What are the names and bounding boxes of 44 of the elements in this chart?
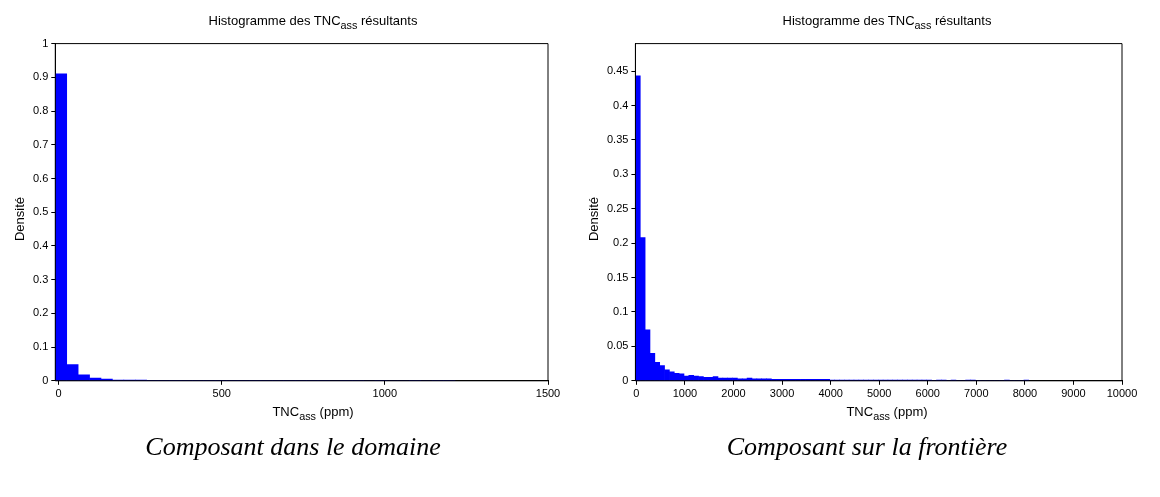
x-tick-label: 10000 (1106, 387, 1138, 400)
x-tick-label: 1500 (535, 387, 561, 400)
y-tick-label: 0.7 (32, 137, 49, 150)
x-tick-label: 1000 (672, 387, 698, 400)
y-tick-label: 0.2 (613, 236, 629, 249)
y-tick-label: 0.25 (606, 201, 629, 214)
y-axis-title: Densité (585, 196, 601, 242)
y-tick-label: 0.35 (606, 132, 629, 145)
y-tick-label: 0 (622, 373, 629, 386)
x-tick-label: 0 (633, 387, 640, 400)
y-tick-label: 0.05 (606, 339, 629, 352)
y-tick-label: 0 (42, 373, 49, 386)
text: Composant dans le domaine (144, 431, 442, 462)
x-tick-label: 9000 (1061, 387, 1086, 400)
y-tick-label: 0.1 (32, 340, 49, 353)
x-tick-label: 3000 (769, 387, 795, 400)
x-axis-title: TNC$_{ass}$ (ppm) (845, 404, 929, 422)
x-axis-title: TNC$_{ass}$ (ppm) (271, 404, 355, 422)
x-tick-label: 5000 (866, 387, 892, 400)
y-tick-label: 0.45 (606, 64, 629, 77)
x-tick-label: 8000 (1012, 387, 1038, 400)
y-tick-label: 0.5 (32, 205, 49, 218)
x-tick-label: 6000 (915, 387, 940, 400)
x-tick-label: 7000 (964, 387, 989, 400)
y-tick-label: 1 (42, 36, 49, 49)
y-axis-title: Densité (11, 196, 27, 242)
y-tick-label: 0.4 (613, 98, 629, 111)
text: Composant sur la frontière (725, 431, 1009, 462)
x-tick-label: 2000 (721, 387, 746, 400)
y-tick-label: 0.6 (32, 171, 49, 184)
y-tick-label: 0.3 (613, 167, 629, 180)
y-tick-label: 0.1 (613, 305, 629, 318)
x-tick-label: 1000 (372, 387, 398, 400)
y-tick-label: 0.3 (32, 272, 49, 285)
x-tick-label: 500 (212, 387, 231, 400)
y-tick-label: 0.8 (32, 104, 49, 117)
x-tick-label: 0 (55, 387, 62, 400)
chart-title: Histogramme des TNC$_{ass}$ résultants (207, 12, 419, 33)
y-tick-label: 0.4 (32, 238, 49, 251)
chart-title: Histogramme des TNC$_{ass}$ résultants (781, 12, 993, 33)
x-tick-label: 4000 (818, 387, 843, 400)
y-tick-label: 0.15 (606, 270, 629, 283)
y-tick-label: 0.2 (32, 306, 49, 319)
y-tick-label: 0.9 (32, 70, 49, 83)
